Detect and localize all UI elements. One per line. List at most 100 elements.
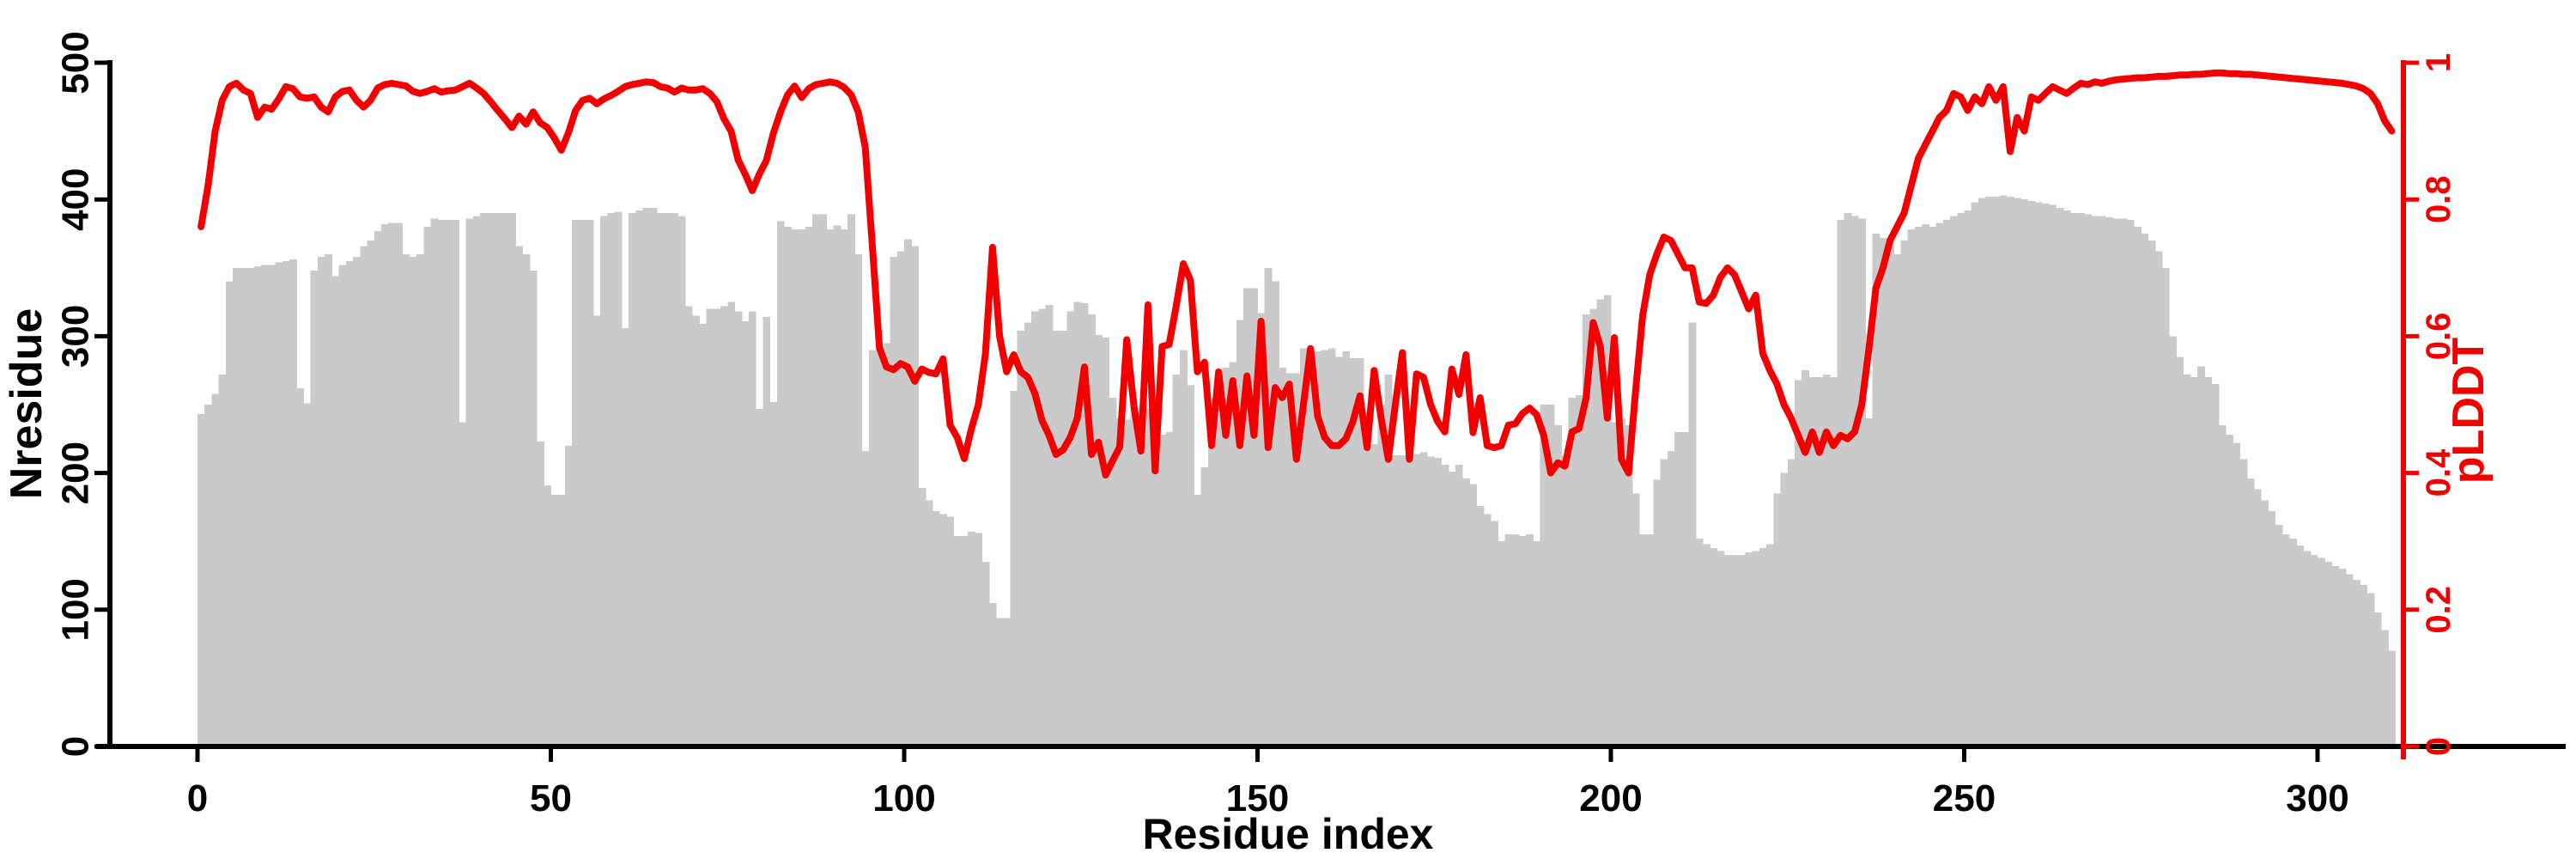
bar	[374, 230, 382, 746]
bar	[1102, 338, 1110, 746]
bar	[2006, 197, 2014, 746]
bar	[2027, 200, 2036, 747]
bar	[2034, 202, 2043, 746]
bar	[1540, 405, 1548, 746]
bar	[649, 207, 658, 747]
y-left-tick-label: 400	[55, 168, 97, 230]
bar	[1546, 405, 1555, 746]
bar	[268, 265, 276, 747]
bar	[1526, 534, 1534, 746]
bar	[1978, 198, 1986, 747]
bar	[345, 260, 354, 746]
bar	[939, 514, 947, 746]
bar	[1419, 452, 1428, 746]
bar	[1279, 368, 1286, 746]
bar	[692, 315, 700, 746]
bar	[981, 562, 990, 746]
bar	[1900, 241, 1909, 746]
bar	[2190, 377, 2198, 746]
bar	[430, 218, 439, 746]
bar	[727, 302, 736, 747]
bar	[1491, 521, 1498, 746]
bar	[1483, 514, 1492, 746]
bar	[1730, 555, 1739, 746]
bar	[1914, 227, 1923, 746]
nresidue-bars-series	[197, 195, 2397, 747]
bar	[2148, 241, 2156, 746]
bar	[1795, 380, 1802, 746]
bar	[1865, 417, 1874, 746]
bar	[1631, 493, 1640, 746]
bar	[1165, 431, 1174, 746]
bar	[282, 260, 290, 746]
bar	[1519, 535, 1527, 746]
bar	[1695, 539, 1704, 746]
bar	[1017, 331, 1025, 746]
bar	[529, 271, 538, 746]
bar	[1434, 458, 1443, 746]
bar	[1504, 534, 1513, 746]
bar	[664, 213, 671, 747]
bar	[769, 401, 778, 746]
bar	[756, 408, 763, 746]
bar	[1314, 350, 1322, 746]
bar	[1999, 195, 2008, 746]
bar	[1031, 311, 1039, 746]
x-tick-label: 250	[1933, 777, 1996, 819]
bar	[2056, 207, 2064, 747]
bar	[1455, 465, 1463, 746]
bar	[1370, 444, 1378, 746]
bar	[1830, 377, 1838, 746]
bar	[2134, 227, 2142, 746]
bar	[1681, 431, 1690, 746]
x-axis-title: Residue index	[1143, 810, 1434, 858]
bar	[218, 375, 227, 746]
bar	[1907, 229, 1916, 746]
bar	[1469, 484, 1478, 746]
bar	[2014, 198, 2021, 747]
bar	[1929, 227, 1937, 746]
bar	[2289, 539, 2297, 746]
bar	[1759, 548, 1767, 746]
y-left-tick-label: 200	[55, 442, 97, 504]
bar	[812, 214, 820, 746]
bar	[1618, 417, 1625, 746]
bar	[848, 214, 855, 746]
bar	[2296, 545, 2305, 746]
bar	[225, 281, 234, 746]
bar	[572, 220, 580, 747]
bar	[2218, 424, 2227, 746]
bar	[1596, 299, 1605, 746]
bar	[1872, 234, 1880, 746]
bar	[2253, 489, 2262, 746]
y-right-tick-label: 0.2	[2420, 586, 2458, 634]
bar	[2183, 375, 2191, 746]
bar	[1653, 479, 1662, 746]
bar	[2112, 218, 2121, 746]
bar	[918, 488, 927, 746]
bar	[876, 347, 884, 746]
bar	[1561, 454, 1570, 746]
bar	[557, 495, 566, 746]
bar	[1292, 373, 1301, 746]
bar	[868, 350, 877, 746]
bar	[904, 239, 912, 746]
bar	[310, 271, 319, 746]
bar	[1942, 220, 1951, 747]
bar	[968, 532, 975, 746]
bar	[465, 218, 474, 746]
bar	[303, 403, 312, 746]
x-axis: 0 50 100 150 200 250 300	[96, 744, 2566, 819]
bar	[1808, 377, 1817, 746]
bar	[2345, 574, 2354, 746]
bar	[1625, 424, 1633, 746]
bar	[592, 315, 601, 746]
bar	[1115, 417, 1124, 746]
bar	[1272, 281, 1279, 746]
bar	[2381, 630, 2389, 746]
bar	[2197, 366, 2205, 746]
bar	[677, 216, 686, 747]
bar	[246, 267, 255, 746]
y-right-axis-title: pLDDT	[2444, 338, 2494, 484]
